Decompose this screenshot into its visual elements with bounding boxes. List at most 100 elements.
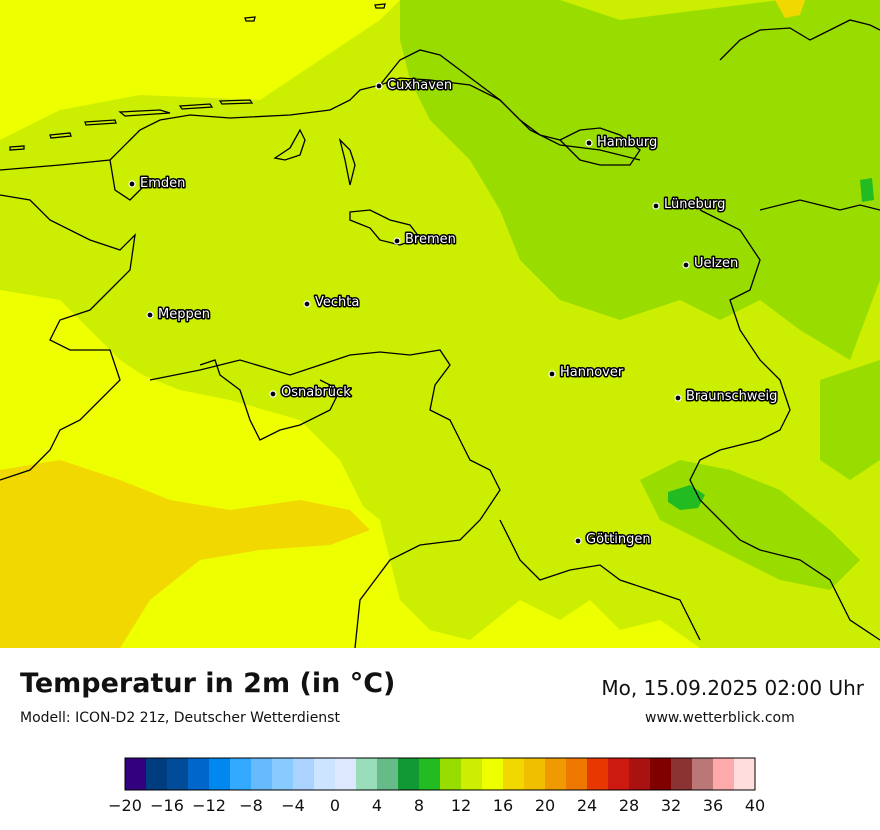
color-swatch [608, 758, 630, 790]
color-swatch [293, 758, 315, 790]
city-dot [574, 537, 582, 545]
city-marker-vechta: Vechta [303, 294, 361, 312]
elbe-river [379, 49, 641, 161]
city-label-lueneburg: Lüneburg [664, 197, 725, 212]
color-swatch [377, 758, 399, 790]
color-swatch [272, 758, 294, 790]
tick-label: 32 [661, 796, 681, 815]
model-info: Modell: ICON-D2 21z, Deutscher Wetterdie… [20, 710, 340, 726]
city-dot [146, 311, 154, 319]
tick-label: −12 [192, 796, 226, 815]
tick-label: −4 [281, 796, 305, 815]
color-swatch [125, 758, 147, 790]
city-marker-hannover: Hannover [548, 364, 625, 382]
city-dot [128, 180, 136, 188]
city-dot [585, 139, 593, 147]
island [244, 16, 256, 22]
city-marker-hamburg: Hamburg [585, 134, 659, 152]
city-label-vechta: Vechta [315, 295, 359, 310]
island [218, 99, 254, 105]
tick-label: −20 [108, 796, 142, 815]
city-label-bremen: Bremen [405, 232, 456, 247]
bremerhaven-outline [338, 137, 356, 186]
city-dot [303, 300, 311, 308]
color-swatch [419, 758, 441, 790]
color-swatch [167, 758, 189, 790]
ems-estuary [109, 159, 151, 201]
city-label-osnabrueck: Osnabrück [281, 385, 351, 400]
color-swatch [503, 758, 525, 790]
city-label-cuxhaven: Cuxhaven [387, 78, 452, 93]
city-marker-osnabrueck: Osnabrück [269, 384, 353, 402]
tick-label: 0 [330, 796, 340, 815]
city-marker-bremen: Bremen [393, 231, 457, 249]
tick-label: 24 [577, 796, 597, 815]
city-marker-meppen: Meppen [146, 306, 211, 324]
city-label-goettingen: Göttingen [586, 532, 651, 547]
tick-label: −16 [150, 796, 184, 815]
hamburg-outline [558, 127, 641, 166]
border-netherlands [0, 194, 136, 481]
temp-zone-10-12-east [820, 360, 880, 480]
color-swatch [251, 758, 273, 790]
island [374, 3, 386, 9]
color-swatch [188, 758, 210, 790]
tick-label: 36 [703, 796, 723, 815]
city-dot [375, 82, 383, 90]
color-swatch [524, 758, 546, 790]
color-swatch [545, 758, 567, 790]
island [178, 103, 214, 110]
island [273, 128, 306, 161]
color-swatch [230, 758, 252, 790]
city-dot [682, 261, 690, 269]
color-legend-frame [124, 757, 756, 791]
city-label-hannover: Hannover [560, 365, 624, 380]
city-marker-goettingen: Göttingen [574, 531, 652, 549]
color-swatch [671, 758, 693, 790]
border-nrw [149, 349, 501, 648]
city-marker-uelzen: Uelzen [682, 255, 740, 273]
city-label-braunschweig: Braunschweig [686, 389, 777, 404]
city-dot [548, 370, 556, 378]
tick-label: 8 [414, 796, 424, 815]
cities: Cuxhaven Hamburg Emden Lüneburg Bremen U… [128, 77, 779, 549]
city-dot [652, 202, 660, 210]
island [49, 132, 72, 139]
tick-label: 40 [745, 796, 765, 815]
tick-label: 12 [451, 796, 471, 815]
city-label-uelzen: Uelzen [694, 256, 738, 271]
border-osnabrueck [199, 359, 341, 441]
temp-zone-16-18-southwest [0, 460, 370, 648]
color-swatch [629, 758, 651, 790]
tick-label: 16 [493, 796, 513, 815]
color-swatch [209, 758, 231, 790]
color-legend-swatches [125, 758, 756, 790]
bremen-outline [349, 209, 422, 246]
island [9, 145, 25, 151]
color-swatch [440, 758, 462, 790]
border-sachsen-anhalt [689, 209, 880, 641]
city-dot [393, 237, 401, 245]
temperature-map: Cuxhaven Hamburg Emden Lüneburg Bremen U… [0, 0, 880, 648]
coast-north-east [719, 19, 880, 61]
temp-zone-8-10-east [860, 178, 874, 202]
color-swatch [398, 758, 420, 790]
east-frisian-islands [9, 3, 386, 161]
page-title: Temperatur in 2m (in °C) [20, 668, 396, 699]
color-swatch [146, 758, 168, 790]
border-east-upper [759, 199, 880, 211]
color-swatch [692, 758, 714, 790]
coastline [0, 77, 561, 171]
city-dot [674, 394, 682, 402]
tick-label: 4 [372, 796, 382, 815]
color-swatch [461, 758, 483, 790]
color-swatch [482, 758, 504, 790]
footer: Temperatur in 2m (in °C) Modell: ICON-D2… [0, 648, 880, 830]
city-marker-lueneburg: Lüneburg [652, 196, 727, 214]
color-swatch [314, 758, 336, 790]
island [84, 119, 117, 126]
color-swatch [566, 758, 588, 790]
color-swatch [587, 758, 609, 790]
temp-zone-10-12-north [400, 0, 880, 360]
border-hessen [499, 519, 701, 641]
